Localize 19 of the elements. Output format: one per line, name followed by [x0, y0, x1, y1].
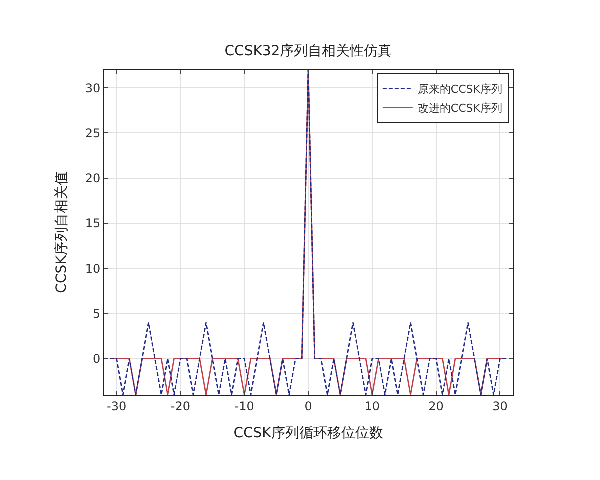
y-tick-label: 15 [85, 216, 101, 231]
x-tick-label: 20 [428, 399, 444, 414]
x-tick-label: 30 [492, 399, 508, 414]
x-tick-label: -20 [170, 399, 190, 414]
x-tick-label: -10 [234, 399, 254, 414]
y-tick-label: 20 [85, 172, 101, 186]
legend-label: 改进的CCSK序列 [418, 102, 502, 116]
x-tick-label: -30 [106, 399, 127, 414]
y-tick-label: 30 [85, 81, 101, 96]
legend-label: 原来的CCSK序列 [418, 83, 502, 96]
y-tick-label: 25 [85, 126, 101, 140]
x-tick-label: 10 [364, 399, 380, 414]
y-tick-label: 0 [92, 352, 101, 366]
x-tick-label: 0 [304, 399, 312, 414]
y-axis-title: CCSK序列自相关值 [54, 172, 70, 294]
y-tick-label: 10 [85, 262, 101, 276]
chart-title: CCSK32序列自相关性仿真 [224, 43, 392, 60]
x-axis-title: CCSK序列循环移位位数 [234, 426, 384, 442]
y-tick-label: 5 [92, 306, 101, 321]
